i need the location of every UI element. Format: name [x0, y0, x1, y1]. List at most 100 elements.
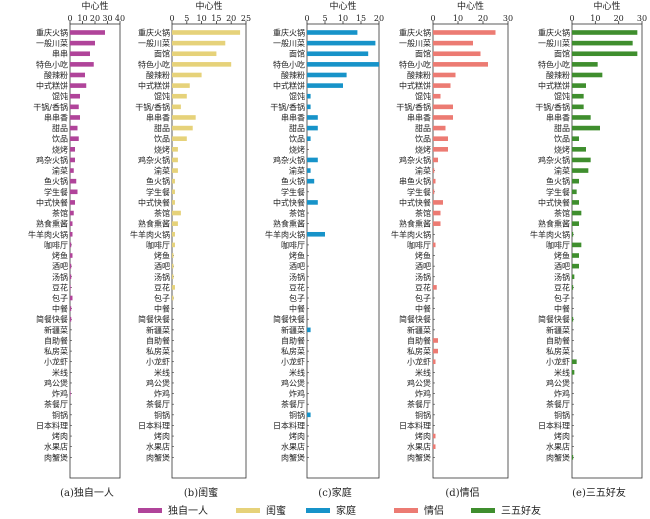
category-label: 烤鱼	[554, 251, 570, 261]
category-label: 甜品	[289, 123, 305, 133]
bar	[572, 274, 575, 280]
category-label: 自助餐	[146, 335, 170, 345]
x-tick-label: 0	[67, 14, 72, 23]
category-label: 中式糕饼	[138, 81, 170, 91]
category-label: 渝菜	[289, 166, 305, 176]
category-label: 馄饨	[52, 91, 68, 101]
category-label: 酸辣粉	[146, 70, 170, 80]
bar	[172, 231, 175, 237]
category-label: 烤肉	[415, 431, 431, 441]
bar	[172, 62, 232, 67]
category-label: 米线	[154, 367, 170, 377]
bar	[172, 242, 175, 248]
category-label: 牛羊肉火锅	[530, 229, 570, 239]
category-label: 熟食熏酱	[36, 219, 68, 229]
x-tick-label: 10	[197, 14, 207, 23]
category-label: 学生餐	[281, 187, 305, 197]
category-label: 重庆火锅	[138, 28, 170, 38]
category-label: 串串	[52, 50, 68, 59]
category-label: 肉蟹煲	[546, 452, 570, 462]
axis-title: 中心性	[593, 0, 620, 12]
category-label: 烤鱼	[154, 251, 170, 261]
category-label: 炸鸡	[52, 389, 68, 399]
bar	[70, 83, 87, 88]
bar	[172, 285, 175, 290]
category-label: 牛羊肉火锅	[265, 229, 305, 239]
bar	[172, 40, 226, 46]
category-label: 酸辣粉	[44, 70, 68, 80]
category-label: 水果店	[146, 442, 170, 452]
bar	[70, 136, 79, 141]
bar	[172, 263, 174, 269]
bar	[307, 157, 318, 163]
bar	[572, 136, 579, 141]
category-label: 茶餐厅	[146, 399, 170, 409]
x-tick-label: 10	[77, 14, 87, 23]
bar	[70, 285, 71, 290]
x-tick-label: 20	[478, 14, 488, 23]
axis-title: 中心性	[81, 0, 108, 12]
category-label: 特色小吃	[399, 59, 431, 69]
bar	[572, 30, 638, 35]
bar	[172, 104, 181, 110]
bar	[70, 189, 78, 195]
x-tick-label: 0	[169, 14, 174, 23]
bar	[307, 115, 318, 120]
bar	[572, 83, 586, 88]
bar	[433, 51, 481, 57]
bar	[70, 295, 73, 301]
category-label: 饮品	[154, 134, 170, 144]
bar	[572, 253, 579, 258]
category-label: 面馆	[154, 49, 170, 59]
category-label: 重庆火锅	[538, 28, 570, 38]
bar	[172, 72, 202, 78]
category-label: 铜锅	[554, 410, 570, 420]
bar	[572, 62, 598, 67]
bar	[70, 263, 72, 269]
bar	[70, 231, 73, 237]
bar	[433, 125, 446, 131]
category-label: 自助餐	[407, 335, 431, 345]
bar	[572, 210, 582, 216]
bar	[307, 40, 376, 46]
category-label: 熟食熏酱	[138, 219, 170, 229]
category-label: 馄饨	[415, 91, 431, 101]
category-label: 干锅/香锅	[135, 102, 170, 112]
x-tick-label: 0	[569, 14, 574, 23]
category-label: 炸鸡	[415, 389, 431, 399]
legend-swatch	[471, 508, 495, 513]
category-label: 酒吧	[415, 262, 431, 271]
category-label: 烧烤	[154, 144, 170, 154]
plot-frame	[69, 23, 121, 479]
bar	[572, 178, 579, 184]
category-label: 私房菜	[44, 346, 68, 356]
category-label: 新疆菜	[407, 325, 431, 335]
chart-panel-1: 中心性 0 10 20 30 40 重庆火锅一般川菜串串特色小吃酸辣粉中式糕饼馄饨干锅/香锅…	[28, 0, 125, 499]
category-label: 酸辣粉	[407, 70, 431, 80]
bar	[572, 285, 574, 290]
category-label: 汤锅	[52, 272, 68, 282]
category-label: 自助餐	[44, 335, 68, 345]
plot-frame	[432, 23, 509, 479]
category-label: 自助餐	[281, 335, 305, 345]
category-label: 甜品	[154, 123, 170, 133]
bar	[307, 327, 311, 333]
legend-swatch	[306, 508, 330, 513]
bar	[433, 40, 473, 46]
x-tick-label: 20	[226, 14, 236, 23]
panel-caption: (b)闺蜜	[184, 486, 218, 499]
category-label: 铜锅	[415, 410, 431, 420]
category-label: 中式糕饼	[538, 81, 570, 91]
legend-label: 情侣	[424, 504, 444, 517]
category-label: 米线	[289, 367, 305, 377]
bar	[307, 168, 311, 173]
category-label: 鱼火锅	[146, 176, 170, 186]
bar	[172, 30, 241, 35]
category-label: 烧烤	[415, 144, 431, 154]
bar	[433, 189, 435, 195]
category-label: 日本料理	[273, 420, 305, 430]
legend-item: 闺蜜	[236, 504, 286, 517]
category-label: 茶馆	[289, 208, 305, 218]
